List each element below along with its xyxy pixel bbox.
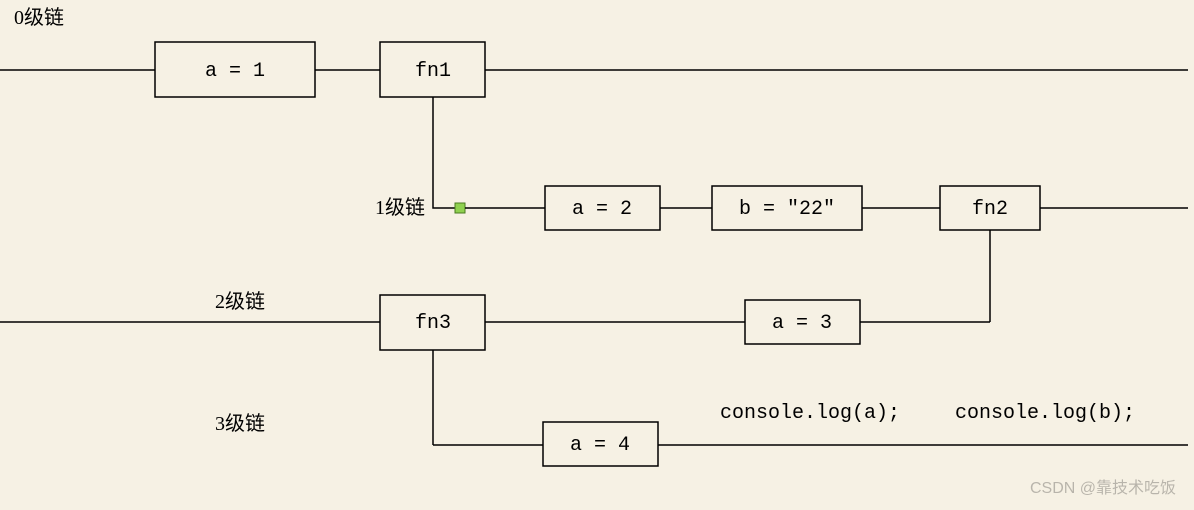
box-a1-label: a = 1 <box>205 60 265 83</box>
box-a3-label: a = 3 <box>772 312 832 335</box>
level0-label: 0级链 <box>14 6 64 29</box>
watermark-text: CSDN @靠技术吃饭 <box>1030 474 1176 498</box>
annotation-console-log-b: console.log(b); <box>955 402 1135 425</box>
box-a4-label: a = 4 <box>570 434 630 457</box>
level2-label: 2级链 <box>215 290 265 313</box>
scope-chain-diagram: 0级链 a = 1 fn1 1级链 a = 2 b = "22" fn2 2级链… <box>0 0 1194 510</box>
box-fn1-label: fn1 <box>415 60 451 83</box>
box-fn2-label: fn2 <box>972 198 1008 221</box>
box-a2-label: a = 2 <box>572 198 632 221</box>
annotation-console-log-a: console.log(a); <box>720 402 900 425</box>
level1-label: 1级链 <box>375 196 425 219</box>
connector-handle-icon <box>455 203 465 213</box>
level3-label: 3级链 <box>215 412 265 435</box>
box-b22-label: b = "22" <box>739 198 835 221</box>
connector-fn1-level1 <box>433 97 460 208</box>
box-fn3-label: fn3 <box>415 312 451 335</box>
